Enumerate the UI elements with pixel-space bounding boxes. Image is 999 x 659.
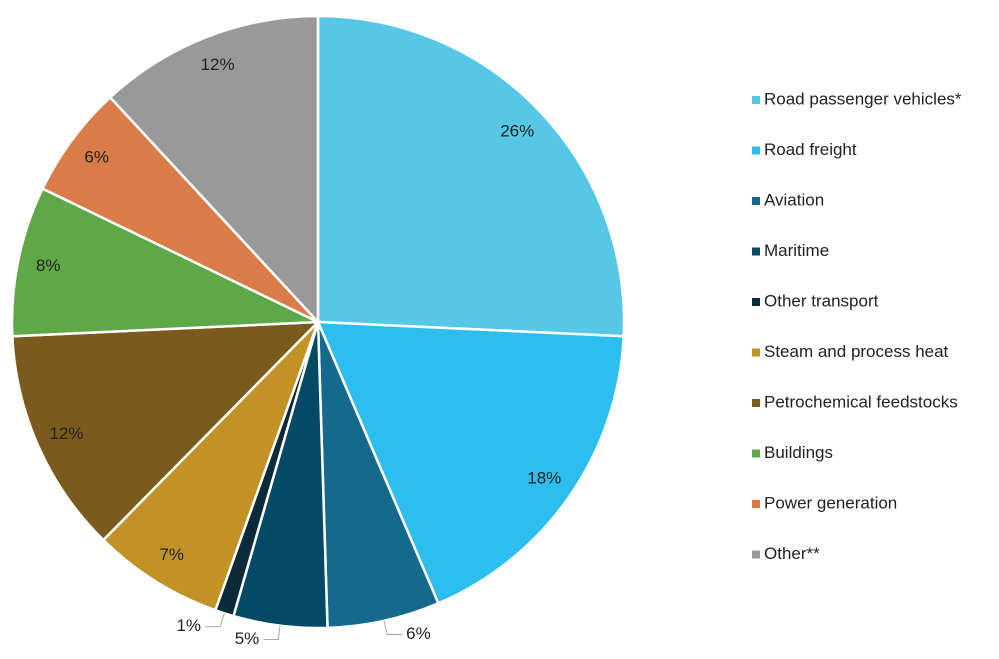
pie-slice xyxy=(108,14,320,326)
pie-slice xyxy=(11,320,322,542)
legend-swatch xyxy=(752,500,760,508)
legend-swatch xyxy=(752,96,760,104)
data-label: 12% xyxy=(201,55,235,74)
legend-swatch xyxy=(752,298,760,306)
data-label: 6% xyxy=(406,624,431,643)
data-label: 5% xyxy=(235,629,260,648)
legend-swatch xyxy=(752,399,760,407)
legend-swatch xyxy=(752,550,760,559)
legend-label: Maritime xyxy=(764,241,829,260)
leader-line xyxy=(263,625,281,641)
legend-label: Petrochemical feedstocks xyxy=(764,392,958,411)
data-label: 6% xyxy=(84,148,109,167)
data-label: 8% xyxy=(36,256,61,275)
pie-slice xyxy=(316,14,626,338)
legend-label: Buildings xyxy=(764,443,833,462)
legend-label: Road passenger vehicles* xyxy=(764,89,962,108)
legend-swatch xyxy=(752,449,760,458)
leader-line xyxy=(383,620,403,635)
legend-label: Road freight xyxy=(764,140,857,159)
data-label: 1% xyxy=(176,616,201,635)
legend-swatch xyxy=(752,197,760,205)
data-label: 18% xyxy=(527,468,561,487)
data-label: 7% xyxy=(159,545,184,564)
pie-slice xyxy=(10,186,319,338)
data-label: 26% xyxy=(500,121,534,140)
data-label: 12% xyxy=(50,424,84,443)
legend-swatch xyxy=(752,247,760,256)
legend-label: Aviation xyxy=(764,190,824,209)
leader-line xyxy=(205,613,225,628)
pie-slice xyxy=(101,321,320,612)
legend-swatch xyxy=(752,146,760,155)
legend-label: Other** xyxy=(764,544,820,563)
legend-swatch xyxy=(752,348,760,357)
legend-label: Steam and process heat xyxy=(764,342,949,361)
legend-label: Other transport xyxy=(764,291,879,310)
legend-label: Power generation xyxy=(764,493,897,512)
pie-slice xyxy=(316,320,625,605)
